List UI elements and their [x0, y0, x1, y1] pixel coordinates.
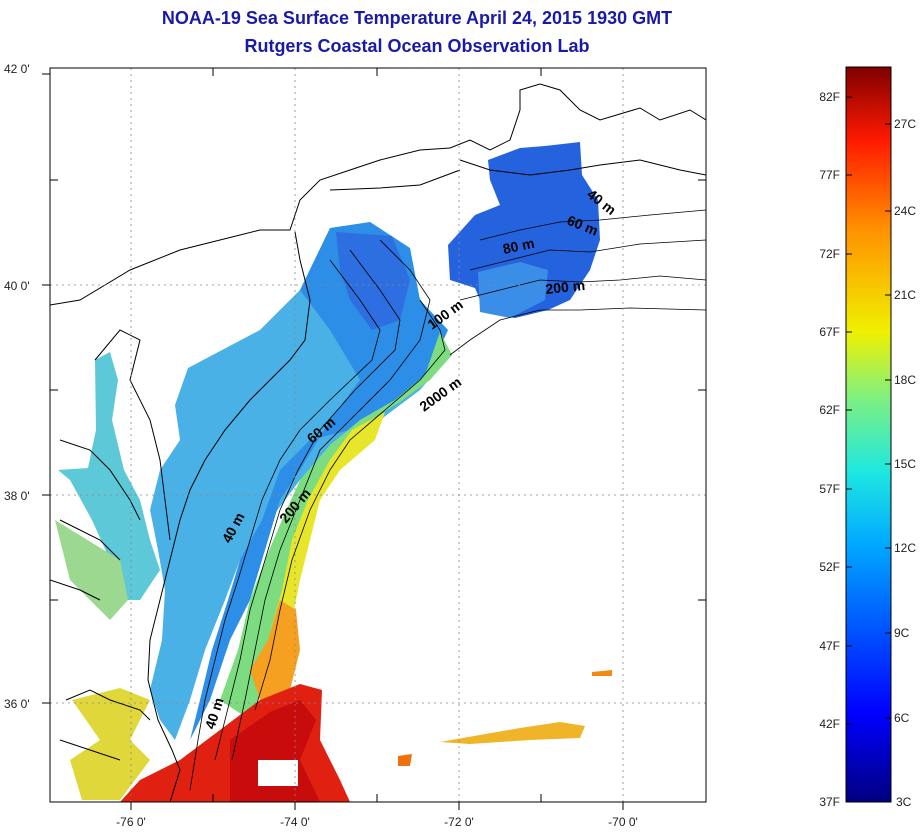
- colorbar-label-c: 15C: [894, 457, 916, 471]
- warm-filament-3: [592, 670, 612, 676]
- colorbar-label-c: 6C: [894, 711, 910, 725]
- mid-shelf-water: [190, 222, 448, 740]
- lat-label-42: 42 0': [4, 62, 30, 76]
- isobaths: [189, 209, 706, 791]
- warm-filament-1: [440, 722, 585, 744]
- colorbar-label-f: 77F: [819, 168, 840, 182]
- colorbar-label-f: 37F: [819, 795, 840, 809]
- map-title: NOAA-19 Sea Surface Temperature April 24…: [161, 8, 673, 28]
- colorbar-label-c: 24C: [894, 204, 916, 218]
- lat-label-36: 36 0': [4, 697, 30, 711]
- lon-label-70: -70 0': [608, 815, 638, 829]
- colorbar-label-f: 47F: [819, 639, 840, 653]
- colorbar: [845, 66, 892, 803]
- graticule: [50, 68, 706, 802]
- coastline: [50, 83, 706, 802]
- colorbar-label-c: 21C: [894, 288, 916, 302]
- lon-label-76: -76 0': [116, 815, 146, 829]
- colorbar-label-c: 18C: [894, 373, 916, 387]
- map-frame: [49, 67, 707, 803]
- colorbar-label-f: 62F: [819, 403, 840, 417]
- colorbar-label-f: 57F: [819, 482, 840, 496]
- tidal-river: [55, 520, 128, 620]
- colorbar-label-c: 9C: [894, 626, 910, 640]
- slope-front: [220, 332, 452, 720]
- sst-imagery: [55, 142, 612, 802]
- colorbar-label-f: 42F: [819, 717, 840, 731]
- map-subtitle: Rutgers Coastal Ocean Observation Lab: [244, 36, 590, 56]
- colorbar-label-c: 3C: [896, 795, 912, 809]
- lat-label-38: 38 0': [4, 489, 30, 503]
- isobath-label: 80 m: [501, 235, 536, 257]
- warm-filament-2: [398, 754, 412, 766]
- frame-ticks: [42, 68, 706, 810]
- lon-label-72: -72 0': [444, 815, 474, 829]
- colorbar-label-f: 82F: [819, 90, 840, 104]
- colorbar-label-c: 12C: [894, 541, 916, 555]
- colorbar-label-f: 67F: [819, 325, 840, 339]
- colorbar-label-f: 72F: [819, 247, 840, 261]
- lat-label-40: 40 0': [4, 279, 30, 293]
- lon-label-74: -74 0': [280, 815, 310, 829]
- cloud-gap: [258, 760, 298, 786]
- colorbar-label-f: 52F: [819, 560, 840, 574]
- isobath-label: 200 m: [545, 277, 586, 297]
- chesapeake-bay: [58, 352, 160, 600]
- pamlico-waters: [70, 688, 150, 800]
- colorbar-ticks: [846, 96, 891, 725]
- warm-strip-orange: [250, 600, 300, 700]
- colorbar-label-c: 27C: [894, 117, 916, 131]
- shelf-slope-water: [478, 262, 548, 318]
